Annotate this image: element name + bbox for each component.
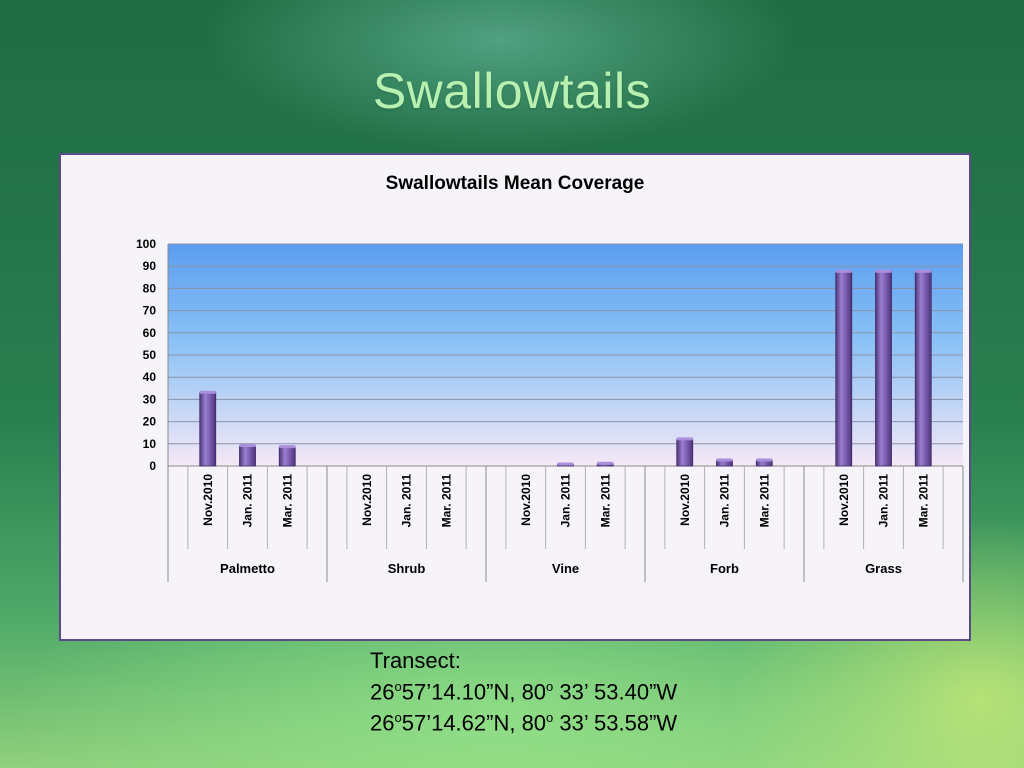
bar [239, 445, 256, 467]
y-tick-label: 10 [143, 437, 157, 451]
x-tick-label: Nov.2010 [519, 474, 533, 526]
bar-chart: Swallowtails Mean Coverage 0 10 20 30 40 50 60… [136, 173, 964, 582]
x-tick-label: Jan. 2011 [718, 474, 732, 528]
y-tick-label: 60 [143, 326, 157, 340]
degree-mark: o [546, 710, 554, 726]
y-tick-label: 40 [143, 370, 157, 384]
x-tick-label: Jan. 2011 [400, 474, 414, 528]
transect-label: Transect: [370, 648, 461, 673]
transect-line-1-lon-rest: 33’ 53.40”W [553, 679, 678, 705]
y-tick-label: 0 [149, 459, 156, 473]
slide-title: Swallowtails [372, 63, 652, 119]
x-tick-label: Nov.2010 [837, 474, 851, 526]
x-tick-label: Jan. 2011 [559, 474, 573, 528]
bar-cap [875, 269, 892, 273]
bar [914, 271, 932, 467]
x-tick-label: Nov.2010 [201, 474, 215, 526]
degree-mark: o [546, 679, 554, 694]
y-tick-label: 70 [143, 304, 157, 318]
bar-cap [915, 269, 932, 273]
group-label: Forb [710, 561, 739, 576]
bar-cap [676, 437, 693, 441]
bar-cap [597, 461, 614, 465]
y-tick-label: 90 [143, 259, 157, 273]
bar [835, 271, 853, 467]
transect-line-1: 26o57’14.10”N, 80o 33’ 53.40”W [370, 674, 677, 705]
degree-mark: o [394, 679, 402, 694]
y-tick-label: 20 [143, 415, 157, 429]
bar-cap [756, 458, 773, 462]
chart-title: Swallowtails Mean Coverage [386, 173, 645, 194]
bar [278, 446, 296, 467]
x-tick-label: Mar. 2011 [757, 474, 771, 528]
transect-line-2: 26o57’14.62”N, 80o 33’ 53.58”W [370, 705, 677, 736]
x-tick-label: Mar. 2011 [916, 474, 930, 528]
x-tick-label: Mar. 2011 [439, 474, 453, 528]
y-tick-label: 100 [136, 237, 156, 251]
degree-mark: o [394, 710, 402, 726]
bar [875, 271, 892, 467]
x-tick-label: Jan. 2011 [877, 474, 891, 528]
transect-line-2-lat-deg: 26 [370, 710, 395, 736]
group-label: Palmetto [220, 561, 275, 576]
y-tick-label: 50 [143, 348, 157, 362]
transect-line-1-lat-rest: 57’14.10”N, 80 [401, 679, 547, 705]
x-tick-label: Mar. 2011 [280, 474, 294, 528]
transect-line-1-lat-deg: 26 [370, 679, 395, 705]
transect-block: Transect: 26o57’14.10”N, 80o 33’ 53.40”W… [370, 648, 677, 737]
x-tick-label: Nov.2010 [360, 474, 374, 526]
x-tick-label: Jan. 2011 [241, 474, 255, 528]
bar-cap [835, 269, 852, 273]
y-tick-label: 30 [143, 392, 157, 406]
bar-cap [557, 462, 574, 466]
x-tick-label: Nov.2010 [678, 474, 692, 526]
group-label: Shrub [388, 561, 426, 576]
transect-line-2-lon-rest: 33’ 53.58”W [553, 710, 678, 736]
group-label: Vine [552, 561, 579, 576]
bar-cap [279, 445, 296, 449]
chart-container: Swallowtails Mean Coverage 0 10 20 30 40 50 60… [59, 153, 971, 641]
plot-area: 0 10 20 30 40 50 60 70 80 90 100 Nov.2010 Jan. 2011 M… [136, 237, 964, 582]
group-label: Grass [865, 561, 902, 576]
bar-cap [716, 458, 733, 462]
bar [199, 392, 217, 467]
bar [676, 438, 694, 467]
bar-cap [199, 390, 216, 394]
bar-cap [239, 444, 256, 448]
transect-line-2-lat-rest: 57’14.62”N, 80 [401, 710, 547, 736]
x-tick-label: Mar. 2011 [598, 474, 612, 528]
y-tick-label: 80 [143, 281, 157, 295]
